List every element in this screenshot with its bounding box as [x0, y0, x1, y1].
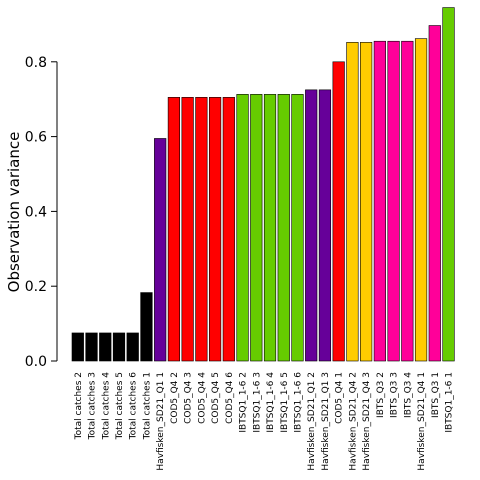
- bar: [195, 97, 208, 362]
- x-category-label: COD5_Q4 6: [225, 372, 235, 424]
- bar: [181, 97, 194, 362]
- x-category-label: Total catches 2: [74, 372, 84, 440]
- bar: [332, 61, 345, 362]
- bar: [373, 40, 386, 362]
- bar: [291, 94, 304, 362]
- x-category-label: IBTS_Q3 4: [403, 372, 413, 418]
- bar: [263, 94, 277, 362]
- x-category-label: Total catches 4: [101, 372, 111, 441]
- x-category-label: COD5_Q4 1: [335, 372, 345, 424]
- bar: [99, 332, 112, 362]
- bar: [167, 97, 181, 362]
- bar: [126, 332, 139, 362]
- x-category-label: IBTSQ1_1-6 4: [266, 372, 276, 433]
- x-category-label: Havfisken_SD21_Q1 1: [156, 372, 166, 471]
- y-axis-title: Observation variance: [5, 132, 23, 293]
- bar: [222, 97, 235, 362]
- bar: [236, 94, 249, 362]
- y-axis: 0.0 0.2 0.4 0.6 0.8: [25, 55, 58, 370]
- bar: [360, 42, 373, 362]
- x-category-label: IBTSQ1_1-6 1: [445, 372, 455, 433]
- bars-group: [71, 7, 455, 362]
- bar: [71, 332, 84, 362]
- bar: [442, 7, 455, 362]
- x-category-label: Total catches 5: [115, 372, 125, 440]
- bar: [154, 138, 167, 362]
- x-category-label: IBTSQ1_1-6 6: [293, 372, 303, 433]
- bar: [277, 94, 290, 362]
- x-category-label: Havfisken_SD21_Q1 2: [307, 372, 317, 471]
- y-tick-label: 0.4: [25, 204, 47, 220]
- x-category-label: IBTSQ1_1-6 5: [280, 372, 290, 433]
- x-category-label: IBTSQ1_1-6 3: [252, 372, 262, 433]
- bar: [140, 292, 153, 362]
- bar: [112, 332, 126, 362]
- x-category-label: Havfisken_SD21_Q4 1: [417, 372, 427, 471]
- y-tick-label: 0.6: [25, 130, 47, 146]
- bar: [346, 42, 359, 362]
- x-category-label: COD5_Q4 2: [170, 372, 180, 424]
- x-category-label: COD5_Q4 5: [211, 372, 221, 424]
- y-tick-label: 0.2: [25, 279, 47, 295]
- bar: [209, 97, 222, 362]
- bar: [387, 40, 400, 362]
- bar: [250, 94, 263, 362]
- x-category-label: COD5_Q4 3: [184, 372, 194, 424]
- x-category-label: Havfisken_SD21_Q4 2: [348, 372, 358, 471]
- x-category-label: IBTSQ1_1-6 2: [239, 372, 249, 433]
- x-category-label: Total catches 6: [129, 372, 139, 441]
- x-category-label: IBTS_Q3 2: [376, 372, 386, 418]
- y-tick-label: 0.8: [25, 55, 47, 71]
- bar: [401, 40, 414, 362]
- x-category-label: COD5_Q4 4: [197, 372, 207, 424]
- x-category-label: IBTS_Q3 3: [390, 372, 400, 418]
- category-labels: Total catches 2 Total catches 3 Total catc…: [74, 372, 455, 471]
- x-category-label: Havfisken_SD21_Q1 3: [321, 372, 331, 471]
- bar: [414, 38, 428, 362]
- bar: [85, 332, 98, 362]
- x-category-label: IBTS_Q3 1: [431, 372, 441, 418]
- bar: [305, 89, 318, 362]
- x-category-label: Total catches 3: [88, 372, 98, 440]
- y-tick-label: 0.0: [25, 354, 47, 370]
- x-category-label: Havfisken_SD21_Q4 3: [362, 372, 372, 471]
- x-category-label: Total catches 1: [142, 372, 152, 440]
- bar: [428, 25, 441, 362]
- bar: [318, 89, 332, 362]
